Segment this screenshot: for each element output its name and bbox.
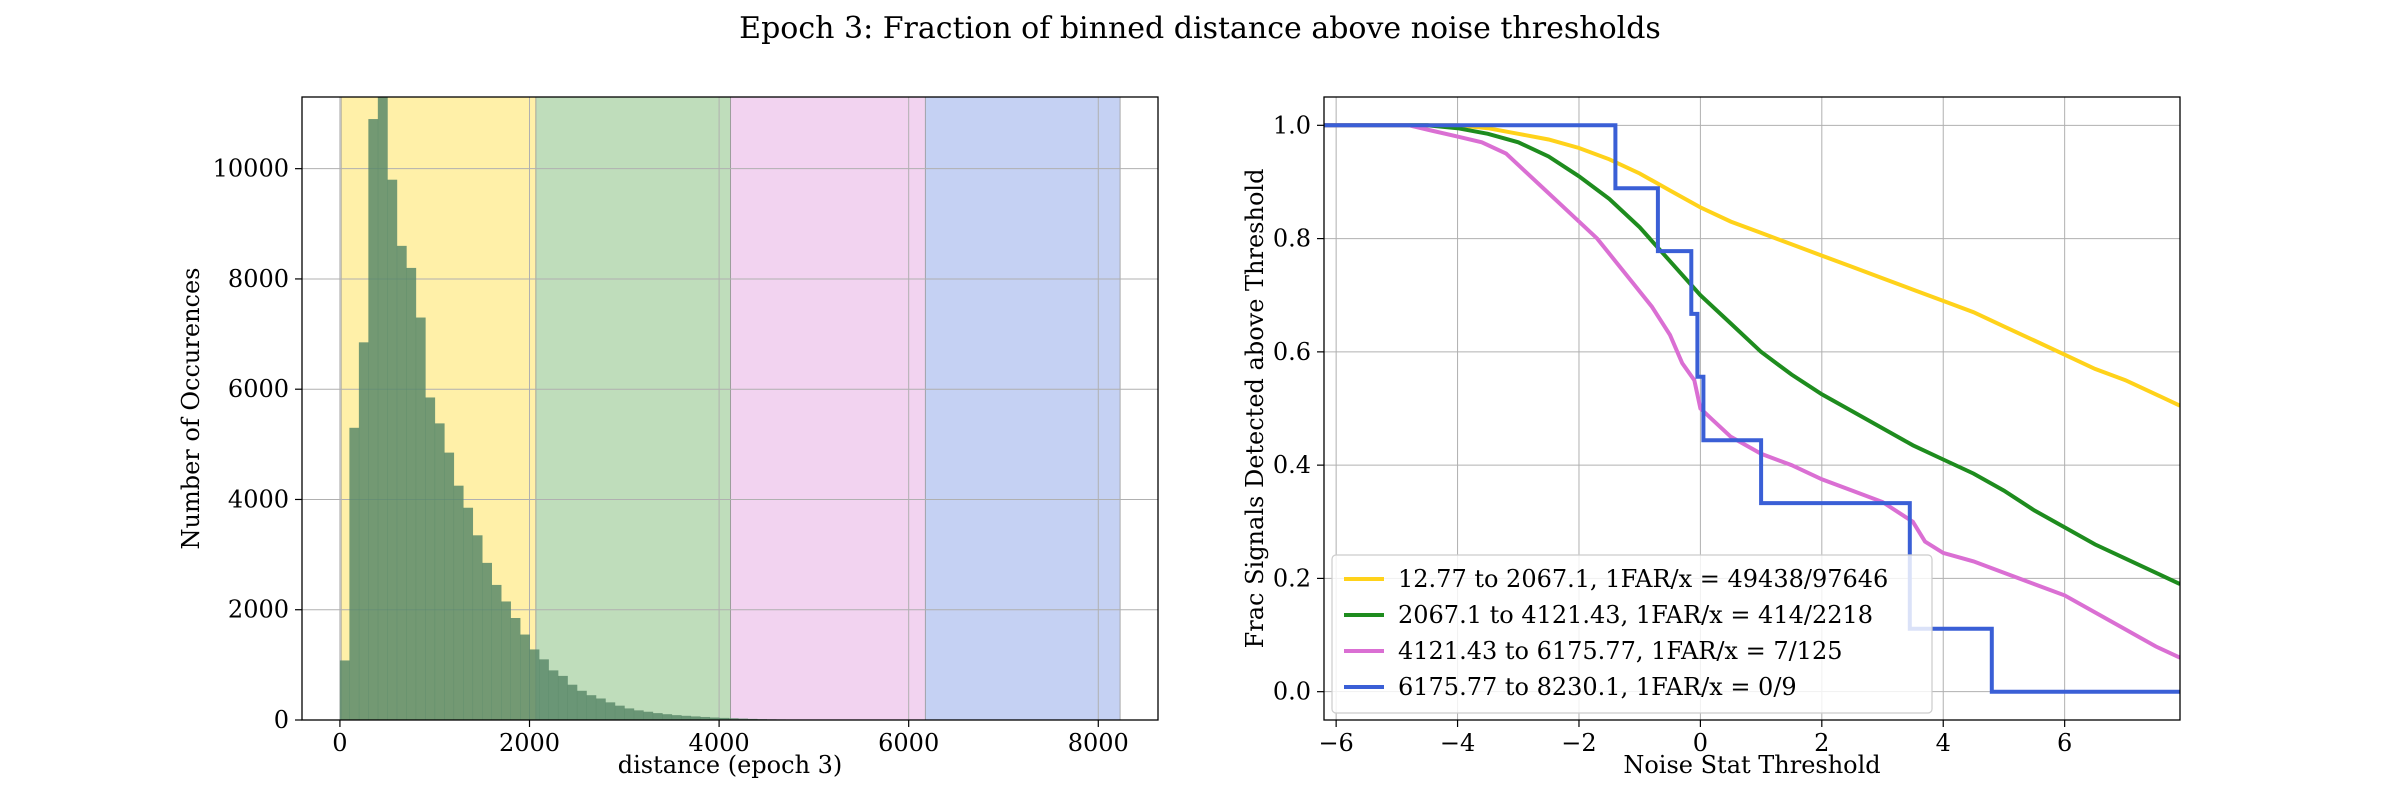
threshold-chart: −6 −4 −2 0 2 4 6 0.0 0.2 0.4 0.6 0.8 1.0 12.77 to 20… bbox=[1241, 96, 2181, 779]
histogram-bar bbox=[595, 698, 606, 720]
series-line-3 bbox=[1324, 123, 2180, 660]
histogram-bar bbox=[681, 715, 692, 720]
distance-band-3 bbox=[730, 96, 926, 721]
threshold-x-axis-label: Noise Stat Threshold bbox=[1623, 751, 1880, 779]
histogram-bar bbox=[368, 119, 379, 720]
histogram-bar bbox=[719, 717, 729, 720]
legend-box bbox=[1331, 554, 1933, 714]
histogram-bar bbox=[529, 649, 540, 720]
histogram-bar bbox=[396, 245, 407, 721]
histogram-bar bbox=[349, 427, 360, 720]
histogram-bar bbox=[444, 452, 455, 720]
threshold-y-tick-label: 0.6 bbox=[1273, 338, 1311, 366]
threshold-axes: −6 −4 −2 0 2 4 6 0.0 0.2 0.4 0.6 0.8 1.0 bbox=[1273, 96, 2181, 757]
histogram-bar bbox=[671, 715, 682, 720]
threshold-y-tick-label: 0.4 bbox=[1273, 451, 1311, 479]
histogram-x-tick-label: 4000 bbox=[689, 729, 750, 757]
threshold-x-tick-label: −4 bbox=[1440, 729, 1475, 757]
histogram-x-tick-label: 2000 bbox=[499, 729, 560, 757]
histogram-bar bbox=[358, 342, 369, 720]
histogram-bar bbox=[434, 423, 445, 720]
histogram-bars bbox=[339, 97, 900, 721]
threshold-y-axis-label: Frac Signals Detected above Threshold bbox=[1241, 169, 1269, 649]
histogram-bar bbox=[624, 708, 635, 720]
histogram-bar bbox=[567, 684, 578, 720]
histogram-bar bbox=[605, 702, 616, 720]
threshold-y-tick-label: 0.0 bbox=[1273, 678, 1311, 706]
histogram-bar bbox=[690, 716, 701, 720]
histogram-bar bbox=[548, 670, 559, 720]
histogram-bar bbox=[463, 507, 474, 720]
histogram-bar bbox=[453, 485, 464, 720]
histogram-bar bbox=[538, 659, 549, 720]
threshold-y-tick-label: 0.2 bbox=[1273, 564, 1311, 592]
legend-label: 4121.43 to 6175.77, 1FAR/x = 7/125 bbox=[1398, 637, 1843, 665]
threshold-x-tick-label: 0 bbox=[1693, 729, 1708, 757]
histogram-axes: 0 2000 4000 6000 8000 0 2000 4000 6000 8000 10000 bbox=[213, 96, 1159, 757]
legend-label: 12.77 to 2067.1, 1FAR/x = 49438/97646 bbox=[1398, 565, 1888, 593]
histogram-y-tick-label: 6000 bbox=[228, 375, 289, 403]
threshold-x-tick-label: 2 bbox=[1814, 729, 1829, 757]
histogram-x-tick-label: 8000 bbox=[1068, 729, 1129, 757]
histogram-chart: 0 2000 4000 6000 80000200040006000800010000 … bbox=[177, 96, 1159, 779]
histogram-bar bbox=[377, 97, 388, 720]
histogram-bar bbox=[387, 179, 398, 721]
series-line-2 bbox=[1324, 123, 2180, 586]
threshold-x-tick-label: 4 bbox=[1936, 729, 1951, 757]
distance-bands bbox=[340, 96, 1121, 721]
distance-band-2 bbox=[535, 96, 732, 721]
histogram-bar bbox=[728, 718, 739, 720]
distance-band-4 bbox=[924, 96, 1121, 721]
legend: 12.77 to 2067.1, 1FAR/x = 49438/97646 206… bbox=[1331, 554, 1933, 714]
legend-label: 6175.77 to 8230.1, 1FAR/x = 0/9 bbox=[1398, 673, 1797, 701]
histogram-bar bbox=[482, 562, 492, 720]
histogram-bar bbox=[738, 718, 748, 720]
histogram-y-tick-label: 10000 bbox=[213, 155, 289, 183]
histogram-bar bbox=[662, 714, 673, 720]
histogram-bar bbox=[339, 660, 350, 720]
histogram-y-tick-label: 0 bbox=[274, 706, 289, 734]
threshold-y-tick-label: 1.0 bbox=[1273, 111, 1311, 139]
histogram-bar bbox=[472, 535, 483, 720]
histogram-bar bbox=[406, 267, 417, 720]
histogram-bar bbox=[633, 710, 644, 720]
threshold-x-tick-label: −2 bbox=[1561, 729, 1596, 757]
histogram-bar bbox=[557, 675, 568, 720]
histogram-y-axis-label: Number of Occurences bbox=[177, 268, 205, 550]
histogram-x-tick-label: 6000 bbox=[878, 729, 939, 757]
figure-title: Epoch 3: Fraction of binned distance abo… bbox=[739, 11, 1661, 46]
histogram-y-tick-label: 2000 bbox=[228, 596, 289, 624]
histogram-bar bbox=[643, 711, 654, 720]
histogram-frame bbox=[301, 96, 1159, 721]
histogram-bar bbox=[510, 618, 521, 720]
threshold-y-tick-label: 0.8 bbox=[1273, 225, 1311, 253]
threshold-x-tick-label: 6 bbox=[2057, 729, 2072, 757]
histogram-x-axis-label: distance (epoch 3) bbox=[618, 751, 843, 779]
histogram-bar bbox=[576, 690, 587, 720]
histogram-bar bbox=[700, 716, 711, 720]
histogram-x-tick-label: 0 bbox=[332, 729, 347, 757]
histogram-bar bbox=[652, 713, 663, 720]
threshold-frame bbox=[1323, 96, 2181, 721]
histogram-bar bbox=[501, 601, 511, 720]
histogram-bar bbox=[425, 397, 436, 720]
histogram-bar bbox=[614, 705, 625, 720]
histogram-bar bbox=[520, 634, 530, 720]
histogram-bar bbox=[491, 584, 502, 720]
histogram-bar bbox=[415, 317, 426, 720]
histogram-bar bbox=[586, 695, 597, 720]
legend-label: 2067.1 to 4121.43, 1FAR/x = 414/2218 bbox=[1398, 601, 1873, 629]
series-line-1 bbox=[1324, 123, 2180, 408]
histogram-y-tick-label: 8000 bbox=[228, 265, 289, 293]
histogram-y-tick-label: 4000 bbox=[228, 485, 289, 513]
histogram-bar bbox=[709, 717, 720, 720]
threshold-x-tick-label: −6 bbox=[1318, 729, 1353, 757]
